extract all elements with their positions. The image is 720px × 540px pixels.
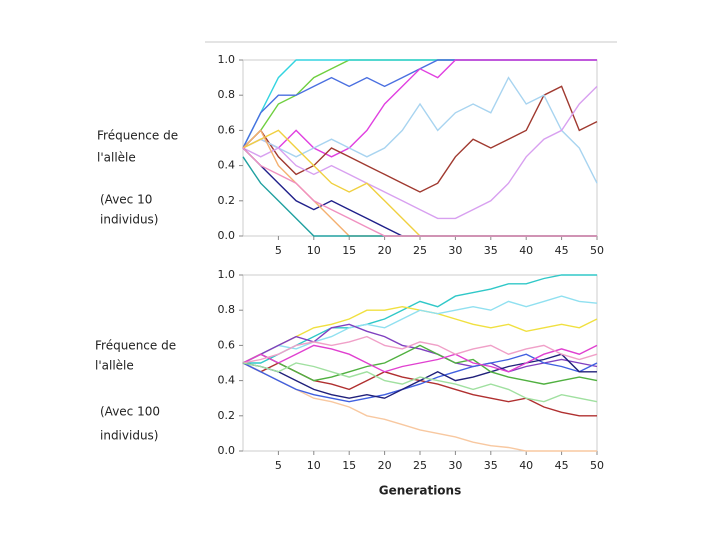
annotation: (Avec 10 bbox=[100, 193, 152, 207]
y-tick-label: 1.0 bbox=[218, 268, 236, 281]
y-tick-label: 0.8 bbox=[218, 88, 236, 101]
series-line bbox=[242, 353, 598, 403]
x-tick-label: 15 bbox=[342, 244, 356, 257]
y-axis-label: l'allèle bbox=[95, 359, 134, 373]
y-tick-label: 0.2 bbox=[218, 409, 236, 422]
series-line bbox=[242, 362, 598, 403]
series-line bbox=[242, 323, 598, 373]
series-line bbox=[242, 85, 598, 193]
x-tick-label: 5 bbox=[275, 244, 282, 257]
y-tick-label: 0.2 bbox=[218, 194, 236, 207]
x-tick-label: 25 bbox=[413, 244, 427, 257]
series-line bbox=[242, 344, 598, 385]
x-tick-label: 5 bbox=[275, 459, 282, 472]
x-tick-label: 15 bbox=[342, 459, 356, 472]
x-tick-label: 20 bbox=[378, 459, 392, 472]
series-line bbox=[242, 362, 597, 452]
y-tick-label: 0.0 bbox=[218, 444, 236, 457]
x-tick-label: 25 bbox=[413, 459, 427, 472]
series-line bbox=[242, 85, 598, 220]
x-tick-label: 35 bbox=[484, 244, 498, 257]
x-tick-label: 30 bbox=[448, 459, 462, 472]
x-tick-label: 45 bbox=[555, 244, 569, 257]
annotation: individus) bbox=[100, 213, 158, 227]
annotation: individus) bbox=[100, 429, 158, 443]
x-tick-label: 20 bbox=[378, 244, 392, 257]
x-tick-label: 50 bbox=[590, 244, 604, 257]
y-tick-label: 0.8 bbox=[218, 303, 236, 316]
series-line bbox=[242, 156, 597, 237]
series-line bbox=[242, 344, 598, 373]
x-tick-label: 30 bbox=[448, 244, 462, 257]
x-tick-label: 10 bbox=[307, 244, 321, 257]
series-line bbox=[242, 353, 597, 399]
y-tick-label: 0.6 bbox=[218, 338, 236, 351]
x-tick-label: 35 bbox=[484, 459, 498, 472]
x-axis-label: Generations bbox=[379, 484, 461, 498]
x-tick-label: 50 bbox=[590, 459, 604, 472]
series-line bbox=[242, 335, 598, 364]
y-tick-label: 0.0 bbox=[218, 229, 236, 242]
x-tick-label: 40 bbox=[519, 244, 533, 257]
series-line bbox=[242, 147, 597, 237]
y-tick-label: 1.0 bbox=[218, 53, 236, 66]
y-axis-label: l'allèle bbox=[97, 151, 136, 165]
annotation: (Avec 100 bbox=[100, 405, 160, 419]
x-tick-label: 10 bbox=[307, 459, 321, 472]
series-line bbox=[242, 59, 597, 158]
y-axis-label: Fréquence de bbox=[97, 129, 178, 143]
y-tick-label: 0.4 bbox=[218, 159, 236, 172]
y-tick-label: 0.4 bbox=[218, 374, 236, 387]
series-line bbox=[242, 295, 598, 364]
x-tick-label: 40 bbox=[519, 459, 533, 472]
x-tick-label: 45 bbox=[555, 459, 569, 472]
y-tick-label: 0.6 bbox=[218, 123, 236, 136]
series-line bbox=[243, 274, 597, 364]
y-axis-label: Fréquence de bbox=[95, 339, 176, 353]
